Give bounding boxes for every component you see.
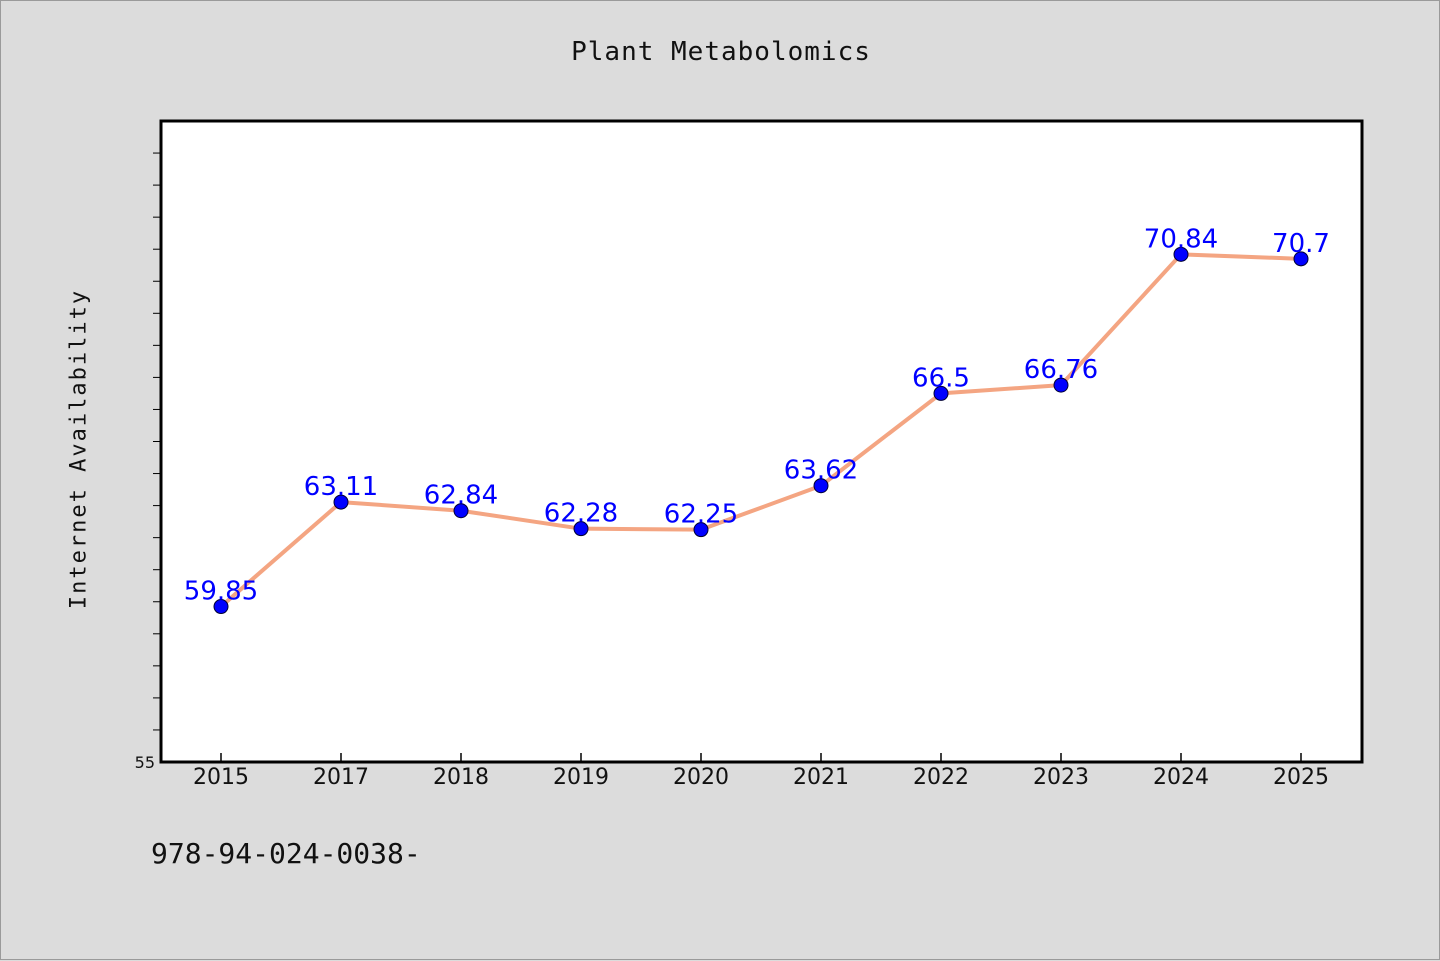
series-line xyxy=(219,252,1303,609)
plot-area xyxy=(159,119,1364,764)
x-tick-label: 2020 xyxy=(673,765,729,790)
x-tick-label: 2025 xyxy=(1273,765,1329,790)
data-point xyxy=(933,385,949,401)
data-label: 66.76 xyxy=(1024,355,1098,385)
x-tick-label: 2019 xyxy=(553,765,609,790)
data-point xyxy=(693,522,709,538)
data-point xyxy=(1173,246,1189,262)
data-label: 62.84 xyxy=(424,481,498,511)
data-point xyxy=(213,599,229,615)
x-tick-label: 2017 xyxy=(313,765,369,790)
data-label: 59.85 xyxy=(184,577,258,607)
x-tick-label: 2023 xyxy=(1033,765,1089,790)
data-point xyxy=(1293,251,1309,267)
x-tick-label: 2022 xyxy=(913,765,969,790)
y-axis-ticks: 55 xyxy=(135,152,161,772)
data-label: 70.84 xyxy=(1144,224,1218,254)
y-tick-label: 55 xyxy=(135,753,155,772)
data-label: 63.11 xyxy=(304,472,378,502)
data-point xyxy=(1053,377,1069,393)
x-tick-label: 2024 xyxy=(1153,765,1209,790)
x-tick-label: 2018 xyxy=(433,765,489,790)
footnote: 978-94-024-0038- xyxy=(151,837,421,870)
x-tick-label: 2015 xyxy=(193,765,249,790)
series-layer: 59.85 63.11 62.84 62.28 62.25 63.62 66.5 66.76 7… xyxy=(184,224,1330,615)
x-tick-label: 2021 xyxy=(793,765,849,790)
data-point xyxy=(333,494,349,510)
data-label: 70.7 xyxy=(1272,229,1330,259)
data-point xyxy=(453,503,469,519)
data-point xyxy=(573,521,589,537)
chart-title: Plant Metabolomics xyxy=(571,37,871,67)
data-label: 62.28 xyxy=(544,499,618,529)
x-axis: 2015 2017 2018 2019 2020 2021 2022 2023 2024 2025 xyxy=(193,753,1329,790)
data-point xyxy=(813,478,829,494)
data-label: 62.25 xyxy=(664,500,738,530)
data-label: 66.5 xyxy=(912,363,970,393)
data-label: 63.62 xyxy=(784,456,858,486)
